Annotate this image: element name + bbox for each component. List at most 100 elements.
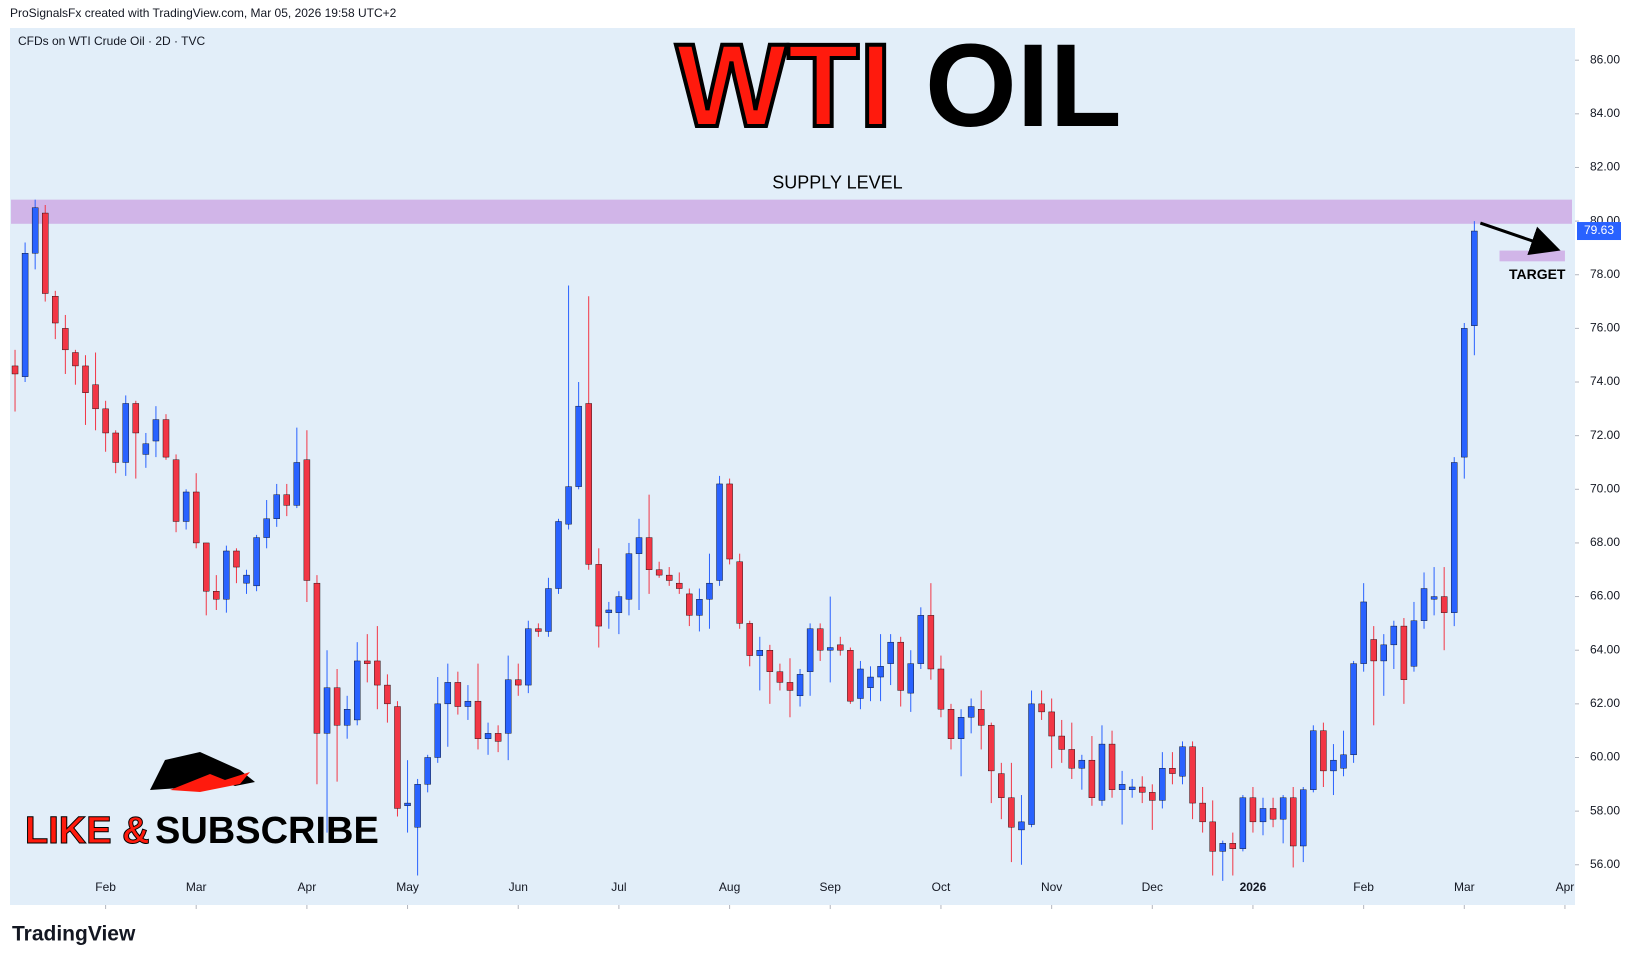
x-tick-label: Feb xyxy=(1353,880,1374,894)
candle-body xyxy=(504,679,512,734)
x-tick-label: 2026 xyxy=(1240,880,1267,894)
candle-body xyxy=(1430,596,1438,600)
x-tick-label: Aug xyxy=(719,880,740,894)
candle-body xyxy=(1058,735,1065,750)
candle-body xyxy=(796,674,804,697)
y-tick-label: 58.00 xyxy=(1590,803,1620,817)
y-tick-label: 66.00 xyxy=(1590,589,1620,603)
zone-label: SUPPLY LEVEL xyxy=(772,172,902,192)
candle-body xyxy=(1300,789,1307,847)
x-tick-label: Sep xyxy=(820,880,842,894)
y-tick-label: 84.00 xyxy=(1590,106,1620,120)
candle-body xyxy=(1400,625,1408,680)
candle-body xyxy=(967,706,975,718)
candle-body xyxy=(1390,625,1398,646)
y-tick-label: 76.00 xyxy=(1590,321,1620,335)
candle-body xyxy=(1068,749,1076,769)
candle-body xyxy=(565,486,572,525)
candle-body xyxy=(142,443,150,455)
x-tick-label: May xyxy=(396,880,419,894)
candle-body xyxy=(1199,802,1206,823)
candle-body xyxy=(1461,328,1468,458)
candle-body xyxy=(1239,797,1247,849)
y-tick-label: 70.00 xyxy=(1590,481,1620,495)
candle-body xyxy=(988,725,995,772)
candle-body xyxy=(756,650,764,656)
candle-body xyxy=(273,494,280,519)
title-black: OIL xyxy=(925,20,1122,152)
candle-body xyxy=(1471,230,1478,326)
x-tick-label: Nov xyxy=(1041,880,1062,894)
candle-body xyxy=(635,537,643,554)
promo-like: LIKE & xyxy=(25,810,150,852)
candle-body xyxy=(283,494,290,506)
candle-body xyxy=(112,432,119,463)
candle-body xyxy=(917,615,925,664)
candle-body xyxy=(1108,743,1116,790)
plot-background xyxy=(10,28,1575,905)
candle-body xyxy=(434,703,441,758)
zone xyxy=(11,199,1573,224)
candle-body xyxy=(1159,768,1166,801)
candle-body xyxy=(1440,596,1448,613)
candle-body xyxy=(686,593,693,616)
candle-body xyxy=(1209,821,1216,852)
candle-body xyxy=(343,709,351,726)
arrow xyxy=(1479,221,1561,256)
candle-body xyxy=(716,483,723,581)
title-red: WTI xyxy=(676,20,892,152)
candle-body xyxy=(1028,703,1035,825)
candle-body xyxy=(303,459,311,581)
y-tick-label: 60.00 xyxy=(1590,750,1620,764)
candle-body xyxy=(1320,730,1327,772)
candle-body xyxy=(374,660,381,686)
y-tick-label: 86.00 xyxy=(1590,52,1620,66)
candle-body xyxy=(364,660,371,664)
candle-body xyxy=(1259,808,1267,823)
candle-body xyxy=(1420,588,1428,621)
candle-body xyxy=(1128,786,1136,790)
candle-body xyxy=(333,687,341,726)
candle-body xyxy=(645,537,653,570)
candle-body xyxy=(11,365,19,375)
candle-body xyxy=(1008,797,1015,828)
candle-body xyxy=(1219,843,1226,852)
symbol: CFDs on WTI Crude Oil · 2D · TVC xyxy=(18,34,205,48)
candle-body xyxy=(1098,743,1106,801)
candle-body xyxy=(1269,808,1277,820)
candle-body xyxy=(1179,746,1186,777)
candle-body xyxy=(665,574,673,581)
candle-body xyxy=(1038,703,1045,713)
candle-body xyxy=(947,709,955,739)
candle-body xyxy=(1360,601,1367,664)
candle-body xyxy=(31,207,39,254)
candle-body xyxy=(464,700,472,707)
candle-body xyxy=(1149,792,1156,801)
candle-body xyxy=(454,682,462,707)
candle-body xyxy=(1350,663,1357,756)
x-tick-label: Feb xyxy=(95,880,116,894)
candle-body xyxy=(1018,821,1025,831)
y-tick-label: 82.00 xyxy=(1590,160,1620,174)
candle-body xyxy=(52,295,59,324)
y-tick-label: 72.00 xyxy=(1590,428,1620,442)
candle-body xyxy=(42,212,49,294)
candle-body xyxy=(82,365,89,393)
candle-body xyxy=(1451,462,1458,613)
candle-body xyxy=(414,784,421,828)
candle-body xyxy=(263,518,270,538)
candle-body xyxy=(746,623,753,656)
candle-body xyxy=(706,582,713,600)
y-tick-label: 64.00 xyxy=(1590,642,1620,656)
candle-body xyxy=(1169,768,1176,774)
candle-body xyxy=(233,550,240,568)
candle-body xyxy=(21,253,29,377)
last-price-label: 79.63 xyxy=(1584,223,1614,237)
candle-body xyxy=(1249,797,1257,823)
candle-body xyxy=(907,663,914,694)
zone xyxy=(1499,250,1565,262)
candle-body xyxy=(575,405,582,487)
candle-body xyxy=(696,599,703,616)
candle-body xyxy=(867,676,874,688)
